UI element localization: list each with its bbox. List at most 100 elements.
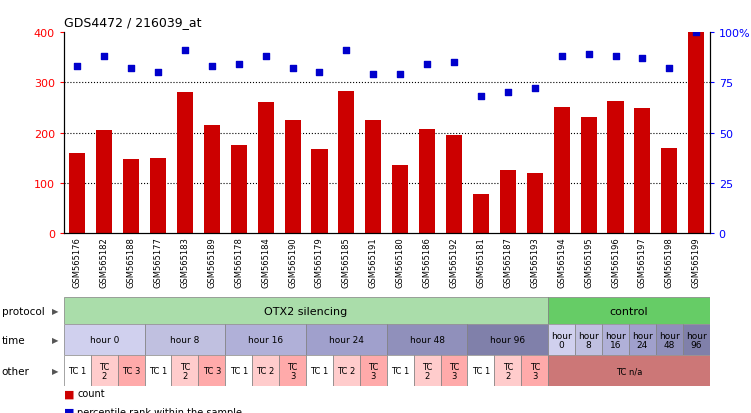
Bar xyxy=(198,355,225,386)
Bar xyxy=(526,173,543,233)
Bar xyxy=(608,102,623,233)
Bar xyxy=(150,158,166,233)
Bar xyxy=(333,355,360,386)
Bar xyxy=(91,355,118,386)
Text: GSM565192: GSM565192 xyxy=(450,237,459,287)
Text: GSM565188: GSM565188 xyxy=(127,237,136,287)
Bar xyxy=(446,136,462,233)
Text: GSM565197: GSM565197 xyxy=(638,237,647,287)
Text: TC
3: TC 3 xyxy=(449,362,459,380)
Text: TC
3: TC 3 xyxy=(529,362,540,380)
Bar xyxy=(258,103,273,233)
Bar xyxy=(387,355,414,386)
Text: TC
2: TC 2 xyxy=(502,362,513,380)
Bar xyxy=(553,108,570,233)
Text: GSM565190: GSM565190 xyxy=(288,237,297,287)
Text: hour 8: hour 8 xyxy=(170,335,200,344)
Bar xyxy=(473,194,489,233)
Text: percentile rank within the sample: percentile rank within the sample xyxy=(77,407,243,413)
Text: GSM565182: GSM565182 xyxy=(100,237,109,287)
Bar xyxy=(64,355,91,386)
Text: ■: ■ xyxy=(64,388,74,398)
Point xyxy=(206,64,218,70)
Text: GSM565199: GSM565199 xyxy=(692,237,701,287)
Text: TC
3: TC 3 xyxy=(368,362,379,380)
Text: TC 1: TC 1 xyxy=(391,366,409,375)
Bar xyxy=(441,355,467,386)
Bar xyxy=(683,324,710,355)
Text: control: control xyxy=(610,306,648,316)
Point xyxy=(529,86,541,93)
Bar xyxy=(171,355,198,386)
Text: GDS4472 / 216039_at: GDS4472 / 216039_at xyxy=(64,16,201,29)
Bar xyxy=(662,148,677,233)
Point xyxy=(394,72,406,78)
Bar xyxy=(467,324,548,355)
Point xyxy=(98,54,110,60)
Bar xyxy=(252,355,279,386)
Text: hour
24: hour 24 xyxy=(632,331,653,349)
Bar xyxy=(629,324,656,355)
Bar xyxy=(144,355,171,386)
Point xyxy=(260,54,272,60)
Point xyxy=(287,66,299,72)
Text: GSM565196: GSM565196 xyxy=(611,237,620,287)
Text: GSM565198: GSM565198 xyxy=(665,237,674,287)
Point xyxy=(233,62,245,69)
Text: count: count xyxy=(77,388,105,398)
Text: hour 24: hour 24 xyxy=(329,335,363,344)
Point xyxy=(502,90,514,97)
Text: TC
3: TC 3 xyxy=(288,362,297,380)
Text: GSM565179: GSM565179 xyxy=(315,237,324,287)
Bar xyxy=(521,355,548,386)
Bar xyxy=(285,121,300,233)
Text: hour 48: hour 48 xyxy=(409,335,445,344)
Text: GSM565184: GSM565184 xyxy=(261,237,270,287)
Bar xyxy=(575,324,602,355)
Point xyxy=(610,54,622,60)
Text: GSM565177: GSM565177 xyxy=(153,237,162,287)
Bar xyxy=(500,171,516,233)
Point xyxy=(367,72,379,78)
Point xyxy=(71,64,83,70)
Text: GSM565176: GSM565176 xyxy=(73,237,82,287)
Text: TC 2: TC 2 xyxy=(337,366,355,375)
Point xyxy=(663,66,675,72)
Point xyxy=(421,62,433,69)
Text: hour 96: hour 96 xyxy=(490,335,526,344)
Text: TC 3: TC 3 xyxy=(203,366,221,375)
Text: GSM565185: GSM565185 xyxy=(342,237,351,287)
Text: ▶: ▶ xyxy=(52,366,58,375)
Bar xyxy=(306,324,387,355)
Text: GSM565183: GSM565183 xyxy=(180,237,189,287)
Bar xyxy=(64,297,548,324)
Text: protocol: protocol xyxy=(2,306,44,316)
Text: hour
8: hour 8 xyxy=(578,331,599,349)
Bar xyxy=(548,297,710,324)
Point xyxy=(179,48,191,55)
Point xyxy=(340,48,352,55)
Bar xyxy=(144,324,225,355)
Bar xyxy=(231,146,247,233)
Text: TC 2: TC 2 xyxy=(257,366,275,375)
Bar xyxy=(360,355,387,386)
Bar xyxy=(306,355,333,386)
Text: TC 1: TC 1 xyxy=(68,366,86,375)
Text: TC 1: TC 1 xyxy=(149,366,167,375)
Text: hour
96: hour 96 xyxy=(686,331,707,349)
Bar xyxy=(312,149,327,233)
Point xyxy=(475,94,487,100)
Point xyxy=(690,30,702,36)
Bar xyxy=(548,324,575,355)
Text: TC 1: TC 1 xyxy=(472,366,490,375)
Text: ▶: ▶ xyxy=(52,306,58,315)
Text: GSM565186: GSM565186 xyxy=(423,237,432,287)
Bar xyxy=(177,93,193,233)
Text: TC 1: TC 1 xyxy=(310,366,329,375)
Bar xyxy=(64,324,144,355)
Bar xyxy=(225,324,306,355)
Text: ■: ■ xyxy=(64,407,74,413)
Bar xyxy=(69,153,86,233)
Text: GSM565189: GSM565189 xyxy=(207,237,216,287)
Text: GSM565191: GSM565191 xyxy=(369,237,378,287)
